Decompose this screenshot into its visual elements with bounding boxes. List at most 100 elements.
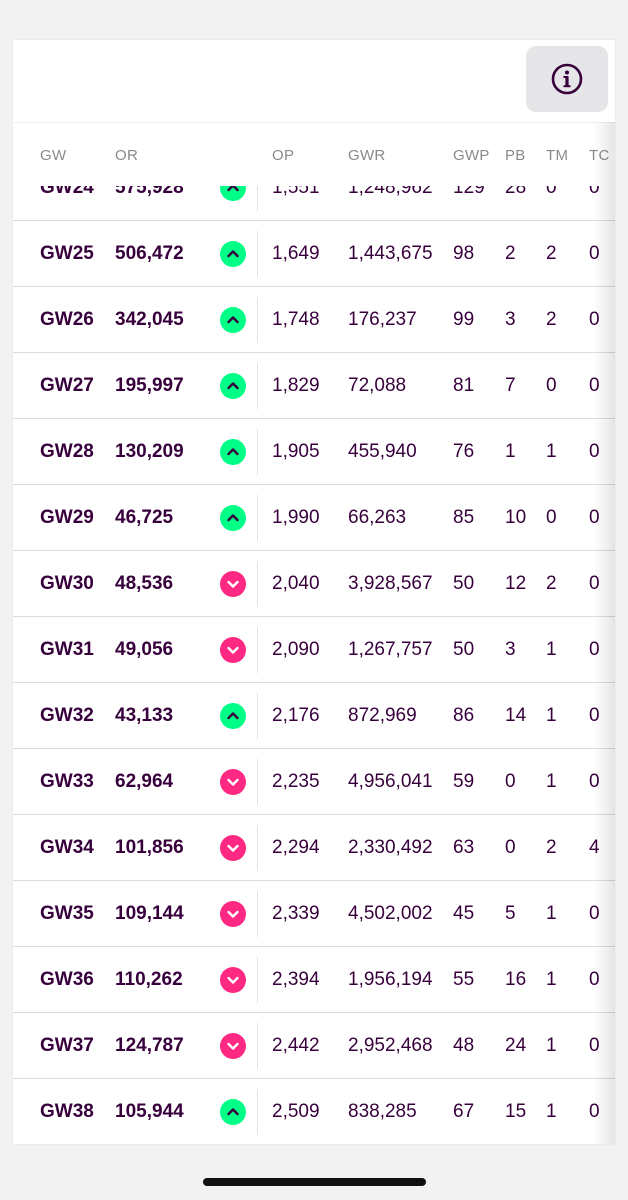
gameweek-cell[interactable]: GW32 xyxy=(40,705,94,726)
gameweek-rank-cell: 1,267,757 xyxy=(348,639,433,660)
overall-rank-cell: 506,472 xyxy=(115,243,184,264)
transfers-cost-cell: 0 xyxy=(589,573,600,594)
table-row: GW34 101,856 2,294 2,330,492 63 0 2 4 xyxy=(13,815,615,881)
column-header-tm[interactable]: TM xyxy=(546,147,569,164)
column-divider xyxy=(257,693,258,739)
table-row: GW30 48,536 2,040 3,928,567 50 12 2 0 xyxy=(13,551,615,617)
column-header-gwp[interactable]: GWP xyxy=(453,147,490,164)
home-indicator[interactable] xyxy=(203,1178,426,1186)
gameweek-cell[interactable]: GW27 xyxy=(40,375,94,396)
gameweek-cell[interactable]: GW29 xyxy=(40,507,94,528)
overall-points-cell: 1,748 xyxy=(272,309,320,330)
transfers-cost-cell: 0 xyxy=(589,639,600,660)
gameweek-points-cell: 63 xyxy=(453,837,475,858)
column-divider xyxy=(257,825,258,871)
overall-points-cell: 2,339 xyxy=(272,903,320,924)
transfers-cost-cell: 0 xyxy=(589,903,600,924)
points-bench-cell: 3 xyxy=(505,639,516,660)
overall-rank-cell: 43,133 xyxy=(115,705,174,726)
overall-rank-cell: 62,964 xyxy=(115,771,174,792)
gameweek-cell[interactable]: GW38 xyxy=(40,1101,94,1122)
transfers-made-cell: 1 xyxy=(546,1101,557,1122)
gameweek-points-cell: 76 xyxy=(453,441,475,462)
transfers-cost-cell: 0 xyxy=(589,441,600,462)
overall-points-cell: 2,090 xyxy=(272,639,320,660)
transfers-cost-cell: 0 xyxy=(589,969,600,990)
gameweek-rank-cell: 1,956,194 xyxy=(348,969,433,990)
column-header-or[interactable]: OR xyxy=(115,147,139,164)
rank-down-arrow-icon xyxy=(220,1033,246,1059)
gameweek-rank-cell: 2,330,492 xyxy=(348,837,433,858)
gameweek-points-cell: 59 xyxy=(453,771,475,792)
gameweek-rank-cell: 1,443,675 xyxy=(348,243,433,264)
transfers-made-cell: 1 xyxy=(546,771,557,792)
column-divider xyxy=(257,231,258,277)
table-row: GW25 506,472 1,649 1,443,675 98 2 2 0 xyxy=(13,221,615,287)
column-divider xyxy=(257,165,258,211)
points-bench-cell: 5 xyxy=(505,903,516,924)
gameweek-cell[interactable]: GW26 xyxy=(40,309,94,330)
rank-down-arrow-icon xyxy=(220,901,246,927)
gameweek-points-cell: 50 xyxy=(453,639,475,660)
transfers-made-cell: 2 xyxy=(546,837,557,858)
table-row: GW27 195,997 1,829 72,088 81 7 0 0 xyxy=(13,353,615,419)
points-bench-cell: 15 xyxy=(505,1101,527,1122)
transfers-made-cell: 2 xyxy=(546,309,557,330)
gameweek-cell[interactable]: GW35 xyxy=(40,903,94,924)
transfers-made-cell: 2 xyxy=(546,243,557,264)
info-button[interactable] xyxy=(526,46,608,112)
gameweek-cell[interactable]: GW36 xyxy=(40,969,94,990)
column-divider xyxy=(257,297,258,343)
gameweek-cell[interactable]: GW28 xyxy=(40,441,94,462)
table-body: GW24 575,928 1,551 1,248,962 129 28 0 0 … xyxy=(13,155,615,1144)
gameweek-rank-cell: 455,940 xyxy=(348,441,417,462)
column-divider xyxy=(257,627,258,673)
transfers-made-cell: 1 xyxy=(546,639,557,660)
gameweek-rank-cell: 176,237 xyxy=(348,309,417,330)
gameweek-cell[interactable]: GW25 xyxy=(40,243,94,264)
gameweek-rank-cell: 4,502,002 xyxy=(348,903,433,924)
gameweek-cell[interactable]: GW31 xyxy=(40,639,94,660)
points-bench-cell: 2 xyxy=(505,243,516,264)
points-bench-cell: 0 xyxy=(505,771,516,792)
column-divider xyxy=(257,429,258,475)
gameweek-cell[interactable]: GW37 xyxy=(40,1035,94,1056)
top-bar xyxy=(13,40,615,122)
overall-points-cell: 2,442 xyxy=(272,1035,320,1056)
overall-points-cell: 1,990 xyxy=(272,507,320,528)
gameweek-points-cell: 45 xyxy=(453,903,475,924)
transfers-made-cell: 0 xyxy=(546,177,557,198)
gameweek-rank-cell: 838,285 xyxy=(348,1101,417,1122)
column-header-op[interactable]: OP xyxy=(272,147,295,164)
column-divider xyxy=(257,957,258,1003)
column-header-pb[interactable]: PB xyxy=(505,147,526,164)
gameweek-points-cell: 50 xyxy=(453,573,475,594)
gameweek-rank-cell: 72,088 xyxy=(348,375,407,396)
rank-down-arrow-icon xyxy=(220,571,246,597)
rank-up-arrow-icon xyxy=(220,439,246,465)
table-row: GW35 109,144 2,339 4,502,002 45 5 1 0 xyxy=(13,881,615,947)
table-row: GW33 62,964 2,235 4,956,041 59 0 1 0 xyxy=(13,749,615,815)
gameweek-cell[interactable]: GW30 xyxy=(40,573,94,594)
column-header-tc[interactable]: TC xyxy=(589,147,610,164)
overall-rank-cell: 48,536 xyxy=(115,573,174,594)
rank-down-arrow-icon xyxy=(220,967,246,993)
column-header-gw[interactable]: GW xyxy=(40,147,67,164)
gameweek-cell[interactable]: GW34 xyxy=(40,837,94,858)
rank-up-arrow-icon xyxy=(220,307,246,333)
gameweek-points-cell: 99 xyxy=(453,309,475,330)
transfers-cost-cell: 0 xyxy=(589,375,600,396)
column-divider xyxy=(257,891,258,937)
transfers-made-cell: 1 xyxy=(546,903,557,924)
gameweek-cell[interactable]: GW33 xyxy=(40,771,94,792)
overall-rank-cell: 109,144 xyxy=(115,903,184,924)
overall-rank-cell: 105,944 xyxy=(115,1101,184,1122)
transfers-made-cell: 0 xyxy=(546,375,557,396)
gameweek-points-cell: 67 xyxy=(453,1101,475,1122)
points-bench-cell: 16 xyxy=(505,969,527,990)
transfers-made-cell: 1 xyxy=(546,441,557,462)
overall-rank-cell: 342,045 xyxy=(115,309,184,330)
table-row: GW38 105,944 2,509 838,285 67 15 1 0 xyxy=(13,1079,615,1144)
column-header-gwr[interactable]: GWR xyxy=(348,147,386,164)
transfers-made-cell: 2 xyxy=(546,573,557,594)
